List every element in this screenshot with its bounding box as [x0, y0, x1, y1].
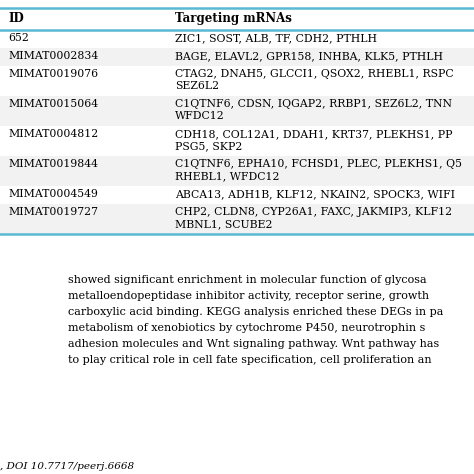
Text: metalloendopeptidase inhibitor activity, receptor serine, growth: metalloendopeptidase inhibitor activity,…	[68, 291, 429, 301]
Text: CDH18, COL12A1, DDAH1, KRT37, PLEKHS1, PP
PSG5, SKP2: CDH18, COL12A1, DDAH1, KRT37, PLEKHS1, P…	[175, 129, 453, 151]
Text: MIMAT0019727: MIMAT0019727	[8, 207, 98, 217]
Text: metabolism of xenobiotics by cytochrome P450, neurotrophin s: metabolism of xenobiotics by cytochrome …	[68, 323, 425, 333]
Text: adhesion molecules and Wnt signaling pathway. Wnt pathway has: adhesion molecules and Wnt signaling pat…	[68, 339, 439, 349]
Bar	[0, 156, 474, 186]
Bar	[0, 204, 474, 234]
Text: ID: ID	[8, 12, 24, 25]
Text: C1QTNF6, EPHA10, FCHSD1, PLEC, PLEKHS1, Q5
RHEBL1, WFDC12: C1QTNF6, EPHA10, FCHSD1, PLEC, PLEKHS1, …	[175, 159, 462, 182]
Text: MIMAT0004549: MIMAT0004549	[8, 189, 98, 199]
Bar	[0, 96, 474, 126]
Text: MIMAT0019076: MIMAT0019076	[8, 69, 98, 79]
Text: MIMAT0015064: MIMAT0015064	[8, 99, 98, 109]
Text: CHP2, CLDN8, CYP26A1, FAXC, JAKMIP3, KLF12
MBNL1, SCUBE2: CHP2, CLDN8, CYP26A1, FAXC, JAKMIP3, KLF…	[175, 207, 452, 229]
Text: ZIC1, SOST, ALB, TF, CDH2, PTHLH: ZIC1, SOST, ALB, TF, CDH2, PTHLH	[175, 33, 377, 43]
Text: carboxylic acid binding. KEGG analysis enriched these DEGs in pa: carboxylic acid binding. KEGG analysis e…	[68, 307, 443, 317]
Text: 652: 652	[8, 33, 29, 43]
Bar	[0, 48, 474, 66]
Text: MIMAT0019844: MIMAT0019844	[8, 159, 98, 169]
Text: ABCA13, ADH1B, KLF12, NKAIN2, SPOCK3, WIFI: ABCA13, ADH1B, KLF12, NKAIN2, SPOCK3, WI…	[175, 189, 455, 199]
Text: MIMAT0004812: MIMAT0004812	[8, 129, 98, 139]
Text: MIMAT0002834: MIMAT0002834	[8, 51, 98, 61]
Text: Targeting mRNAs: Targeting mRNAs	[175, 12, 292, 25]
Text: showed significant enrichment in molecular function of glycosa: showed significant enrichment in molecul…	[68, 275, 427, 285]
Text: BAGE, ELAVL2, GPR158, INHBA, KLK5, PTHLH: BAGE, ELAVL2, GPR158, INHBA, KLK5, PTHLH	[175, 51, 443, 61]
Text: , DOI 10.7717/peerj.6668: , DOI 10.7717/peerj.6668	[0, 462, 134, 471]
Text: CTAG2, DNAH5, GLCCI1, QSOX2, RHEBL1, RSPC
SEZ6L2: CTAG2, DNAH5, GLCCI1, QSOX2, RHEBL1, RSP…	[175, 69, 454, 91]
Text: C1QTNF6, CDSN, IQGAP2, RRBP1, SEZ6L2, TNN
WFDC12: C1QTNF6, CDSN, IQGAP2, RRBP1, SEZ6L2, TN…	[175, 99, 452, 121]
Text: to play critical role in cell fate specification, cell proliferation an: to play critical role in cell fate speci…	[68, 355, 432, 365]
